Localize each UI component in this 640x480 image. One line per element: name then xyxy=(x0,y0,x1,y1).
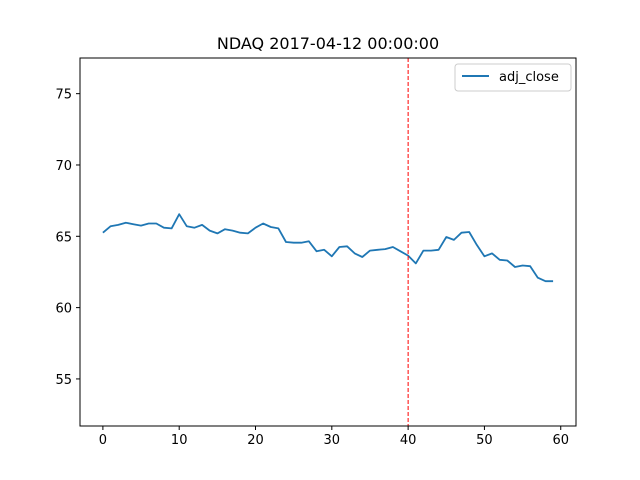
legend-box xyxy=(454,63,572,92)
x-tick-label-10: 10 xyxy=(171,433,188,448)
legend: adj_close xyxy=(454,63,572,92)
x-tick-label-50: 50 xyxy=(476,433,493,448)
series-line-adj-close xyxy=(102,213,554,283)
y-tick-label-65: 65 xyxy=(55,230,72,245)
x-tick-label-60: 60 xyxy=(552,433,569,448)
chart-title: NDAQ 2017-04-12 00:00:00 xyxy=(217,34,439,53)
x-tick-label-40: 40 xyxy=(400,433,417,448)
x-tick-label-0: 0 xyxy=(99,433,107,448)
y-tick-label-55: 55 xyxy=(55,373,72,388)
y-tick-label-75: 75 xyxy=(55,88,72,103)
x-tick-label-20: 20 xyxy=(247,433,264,448)
plot-frame xyxy=(79,57,577,427)
x-tick-label-30: 30 xyxy=(324,433,341,448)
legend-label-adj-close: adj_close xyxy=(499,70,559,85)
y-tick-label-70: 70 xyxy=(55,159,72,174)
y-tick-label-60: 60 xyxy=(55,302,72,317)
